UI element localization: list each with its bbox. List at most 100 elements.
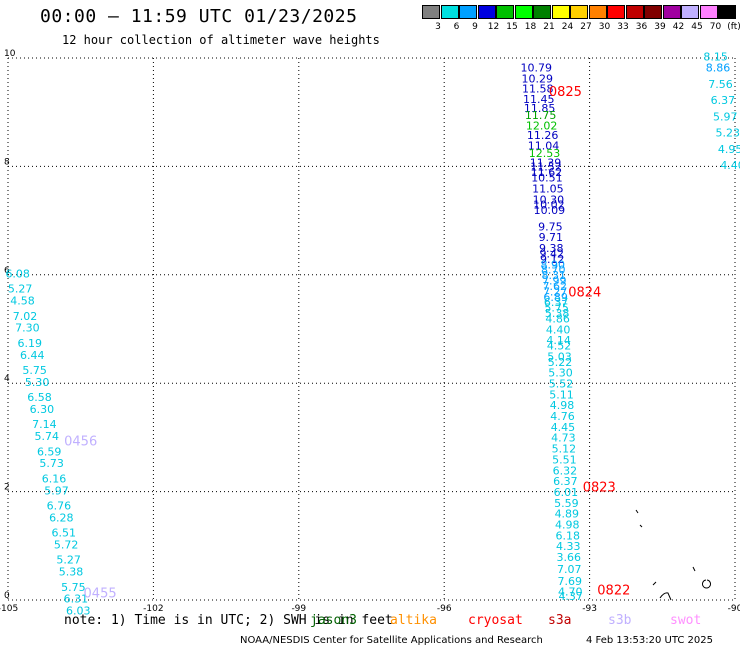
wave-height-point: 10.79 [521,62,553,75]
legend-swatch [570,5,588,19]
legend-swatch [699,5,718,19]
wave-height-point: 6.30 [30,403,55,416]
wave-height-point: 6.89 [543,291,568,304]
wave-height-point: 6.31 [64,593,89,606]
wave-height-point: 5.97 [713,110,738,123]
pass-time-label: 0455 [84,586,117,601]
wave-height-point: 5.27 [8,283,33,296]
legend-label: 39 [654,22,666,32]
wave-height-point: 11.39 [530,156,562,169]
wave-height-point: 10.09 [534,204,566,217]
wave-height-point: 5.03 [547,350,572,363]
legend-label: 6 [453,22,460,32]
wave-height-point: 4.98 [555,518,580,531]
x-tick-label: -105 [0,604,18,614]
wave-height-point: 9.75 [538,220,563,233]
wave-height-point: 9.42 [540,247,565,260]
wave-height-point: 6.37 [544,296,569,309]
wave-height-point: 6.19 [18,337,43,350]
satellite-s3b: s3b [608,613,632,628]
wave-height-point: 6.59 [37,445,62,458]
wave-height-point: 12.02 [526,120,558,133]
wave-height-point: 11.75 [525,109,557,122]
legend-swatch [496,5,514,19]
legend-swatch [607,5,625,19]
wave-height-point: 5.74 [35,430,60,443]
page-title: 00:00 – 11:59 UTC 01/23/2025 [40,6,358,27]
wave-height-point: 12.53 [529,147,561,160]
wave-height-point: 5.23 [715,127,740,140]
wave-height-point: 7.99 [542,275,567,288]
wave-height-point: 8.90 [541,258,566,271]
legend-label: 27 [580,22,592,32]
legend-swatch [718,5,736,19]
legend-label: 24 [561,22,574,32]
x-tick-label: -102 [143,604,163,614]
wave-height-point: 11.85 [524,102,556,115]
legend-label: 12 [487,22,500,32]
legend-label: 45 [691,22,703,32]
satellite-swot: swot [670,613,702,628]
wave-height-point: 5.72 [54,539,79,552]
satellite-cryosat: cryosat [468,613,523,628]
wave-height-point: 6.37 [711,94,736,107]
x-tick-label: -99 [291,604,306,614]
coastline [635,509,711,601]
wave-height-point: 7.27 [543,285,568,298]
wave-height-point: 11.62 [531,166,563,179]
wave-height-point: 5.27 [56,554,81,567]
wave-height-point: 8.31 [541,269,566,282]
footer-note: note: 1) Time is in UTC; 2) SWH is in fe… [64,613,393,628]
wave-height-point: 6.44 [20,349,45,362]
wave-height-point: 10.02 [533,199,565,212]
wave-height-point: 3.66 [557,551,582,564]
wave-height-point: 4.58 [10,295,35,308]
wave-height-point: 7.02 [13,310,38,323]
legend-swatch [551,5,570,19]
generated-timestamp: 4 Feb 13:53:20 UTC 2025 [586,635,713,646]
legend-swatch [422,5,440,19]
wave-height-point: 5.30 [548,367,573,380]
y-tick-label: 6 [4,266,10,276]
wave-height-point: 6.03 [66,605,91,618]
legend-label: 36 [635,22,648,32]
legend-label: 21 [543,22,555,32]
wave-height-point: 7.56 [708,78,733,91]
wave-height-point: 5.97 [44,484,69,497]
legend-swatch [533,5,551,19]
wave-height-point: 5.73 [39,457,64,470]
wave-height-point: 8.15 [703,51,728,64]
wave-height-point: 11.45 [523,93,555,106]
wave-height-point: 5.22 [548,356,573,369]
wave-height-point: 4.76 [550,410,575,423]
wave-height-point: 4.37 [558,590,583,603]
wave-height-point: 7.14 [32,418,57,431]
wave-height-point: 5.75 [61,581,86,594]
legend-label: 18 [524,22,537,32]
wave-height-point: 4.40 [546,323,571,336]
legend-swatch [459,5,477,19]
legend-label: 9 [472,22,478,32]
legend-swatch [440,5,459,19]
wave-height-point: 4.45 [551,421,576,434]
wave-height-point: 11.05 [532,182,564,195]
wave-height-point: 5.52 [549,378,574,391]
pass-time-label: 0456 [64,435,97,450]
wave-height-point: 4.52 [547,340,572,353]
chart-grid [7,57,736,601]
y-tick-label: 4 [4,374,10,384]
pass-time-label: 0825 [549,85,582,100]
wave-height-point: 4.14 [546,334,571,347]
wave-height-point: 5.30 [25,376,50,389]
satellite-s3a: s3a [548,613,572,628]
wave-height-point: 7.30 [15,322,40,335]
legend-label: (ft) [727,22,740,32]
axis-ticks: -105 -102 -99 -96 -93 -90 0 2 4 6 8 10 [0,49,740,614]
wave-height-point: 9.71 [539,231,564,244]
wave-height-point: 11.58 [522,83,554,96]
y-tick-label: 2 [4,483,10,493]
wave-height-point: 11.04 [528,140,560,153]
wave-height-point: 4.73 [551,432,576,445]
wave-height-point: 7.62 [542,280,567,293]
